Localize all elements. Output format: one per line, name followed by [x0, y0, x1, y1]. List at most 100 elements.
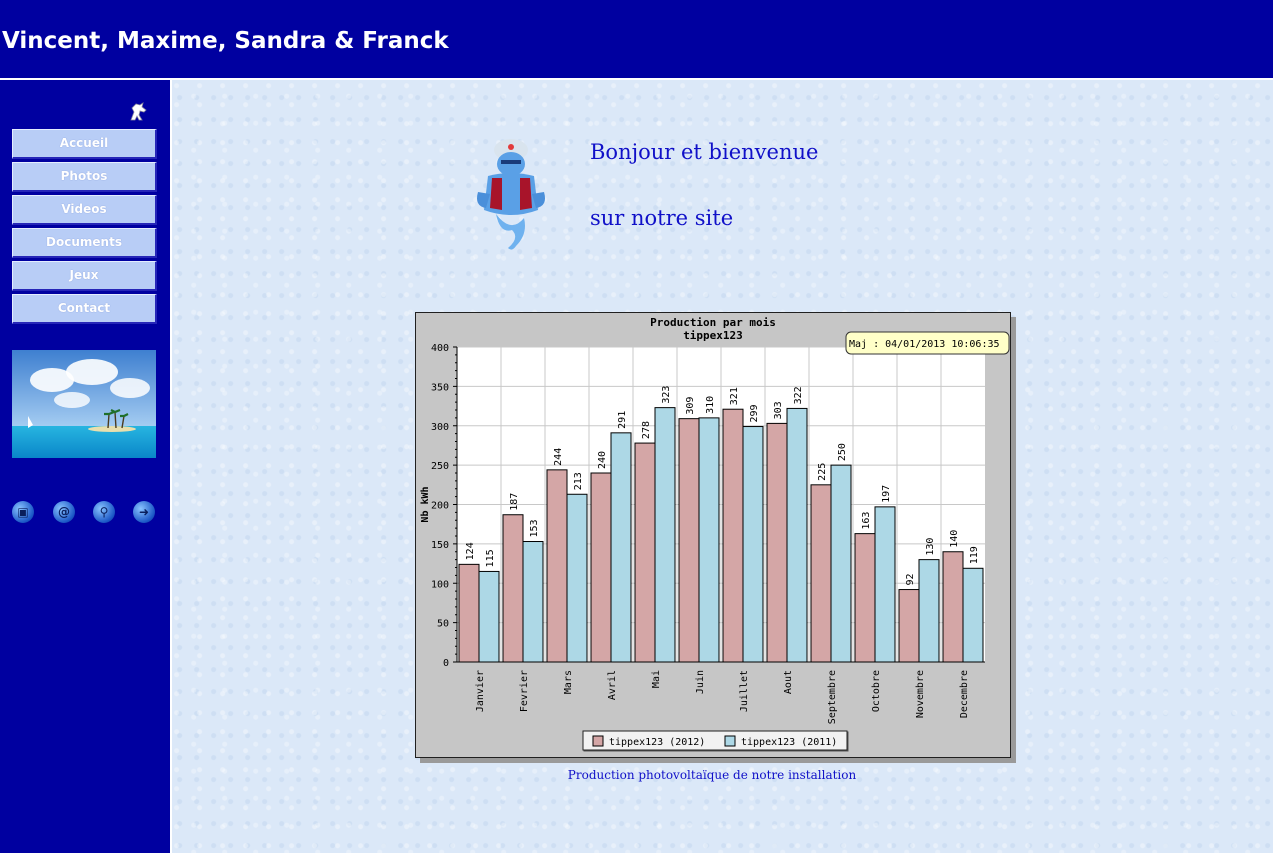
- data-label: 130: [925, 538, 936, 556]
- y-tick-label: 200: [431, 501, 449, 512]
- data-label: 240: [597, 451, 608, 469]
- data-label: 119: [969, 546, 980, 564]
- bar-2011: [566, 493, 588, 663]
- data-label: 124: [465, 542, 476, 560]
- y-tick-label: 100: [431, 579, 449, 590]
- nav-photos-button[interactable]: Photos: [12, 162, 157, 192]
- bar-2011: [874, 506, 896, 663]
- bar-2011: [918, 559, 940, 663]
- book-icon[interactable]: ▣: [12, 501, 34, 523]
- legend-swatch-2011: [724, 735, 736, 747]
- x-tick-label: Janvier: [475, 670, 486, 712]
- bar-2011: [698, 417, 720, 663]
- production-chart: Production par mois tippex123 0 50 100 150 200…: [415, 312, 1011, 758]
- chart-title: Production par mois: [650, 316, 776, 329]
- x-tick-label: Septembre: [827, 670, 838, 724]
- data-label: 291: [617, 411, 628, 429]
- bar-2011: [478, 570, 500, 663]
- bar-2012: [502, 514, 524, 663]
- welcome-line-2: sur notre site: [590, 206, 734, 230]
- data-label: 310: [705, 396, 716, 414]
- data-label: 299: [749, 404, 760, 422]
- data-label: 140: [949, 530, 960, 548]
- data-label: 187: [509, 493, 520, 511]
- data-label: 250: [837, 443, 848, 461]
- x-tick-label: Juillet: [739, 670, 750, 712]
- data-label: 323: [661, 386, 672, 404]
- nav-jeux-button[interactable]: Jeux: [12, 261, 157, 291]
- y-tick-label: 350: [431, 382, 449, 393]
- data-label: 197: [881, 485, 892, 503]
- x-tick-label: Decembre: [959, 670, 970, 718]
- bar-2012: [854, 533, 876, 663]
- y-tick-label: 50: [437, 619, 449, 630]
- data-label: 321: [729, 387, 740, 405]
- main-content: Bonjour et bienvenue sur notre site Prod…: [172, 80, 1273, 853]
- exit-icon[interactable]: ➜: [133, 501, 155, 523]
- data-label: 278: [641, 421, 652, 439]
- sidebar: Accueil Photos Videos Documents Jeux Con…: [0, 80, 172, 853]
- data-label: 153: [529, 519, 540, 537]
- y-tick-label: 0: [443, 658, 449, 669]
- y-axis-label: Nb kWh: [420, 486, 431, 522]
- site-header: Vincent, Maxime, Sandra & Franck: [0, 0, 1273, 80]
- x-tick-label: Aout: [783, 670, 794, 694]
- welcome-line-1: Bonjour et bienvenue: [590, 140, 819, 164]
- bar-2011: [654, 407, 676, 663]
- search-icon[interactable]: ⚲: [93, 501, 115, 523]
- y-tick-label: 300: [431, 422, 449, 433]
- island-image: [12, 350, 156, 458]
- data-label: 244: [553, 448, 564, 466]
- bar-2012: [546, 469, 568, 663]
- nav-documents-button[interactable]: Documents: [12, 228, 157, 258]
- bar-2011: [742, 426, 764, 663]
- legend-swatch-2012: [592, 735, 604, 747]
- nav-accueil-button[interactable]: Accueil: [12, 129, 157, 159]
- bar-2011: [522, 541, 544, 663]
- data-label: 309: [685, 397, 696, 415]
- legend-label-2011: tippex123 (2011): [741, 737, 837, 748]
- legend-label-2012: tippex123 (2012): [609, 737, 705, 748]
- data-label: 213: [573, 472, 584, 490]
- x-tick-label: Mars: [563, 670, 574, 694]
- bar-2011: [830, 464, 852, 663]
- data-label: 303: [773, 401, 784, 419]
- bar-2012: [678, 418, 700, 663]
- x-tick-label: Octobre: [871, 670, 882, 712]
- bar-2012: [458, 563, 480, 663]
- bar-2012: [722, 408, 744, 663]
- bar-2011: [610, 432, 632, 663]
- data-label: 163: [861, 512, 872, 530]
- x-tick-label: Fevrier: [519, 670, 530, 712]
- data-label: 115: [485, 549, 496, 567]
- horse-icon: [130, 102, 147, 121]
- chart-caption: Production photovoltaïque de notre insta…: [567, 768, 857, 782]
- site-title: Vincent, Maxime, Sandra & Franck: [2, 28, 449, 54]
- bar-2012: [898, 589, 920, 663]
- x-tick-label: Avril: [607, 670, 618, 700]
- data-label: 225: [817, 463, 828, 481]
- bar-2012: [766, 422, 788, 663]
- legend-box: [582, 730, 848, 751]
- bar-2012: [590, 472, 612, 663]
- data-label: 92: [905, 574, 916, 586]
- genie-image: [477, 139, 545, 250]
- bar-2011: [962, 567, 984, 663]
- y-tick-label: 250: [431, 461, 449, 472]
- x-tick-label: Mai: [651, 670, 662, 688]
- update-timestamp: Maj : 04/01/2013 10:06:35: [849, 339, 1000, 350]
- bar-2012: [942, 551, 964, 663]
- chart-subtitle: tippex123: [683, 329, 743, 342]
- nav-contact-button[interactable]: Contact: [12, 294, 157, 324]
- bar-2011: [786, 407, 808, 663]
- bar-2012: [810, 484, 832, 663]
- y-tick-label: 400: [431, 343, 449, 354]
- email-icon[interactable]: @: [53, 501, 75, 523]
- update-tooltip: [845, 331, 1010, 355]
- nav-videos-button[interactable]: Videos: [12, 195, 157, 225]
- x-tick-label: Juin: [695, 670, 706, 694]
- y-tick-label: 150: [431, 540, 449, 551]
- bar-2012: [634, 442, 656, 663]
- data-label: 322: [793, 386, 804, 404]
